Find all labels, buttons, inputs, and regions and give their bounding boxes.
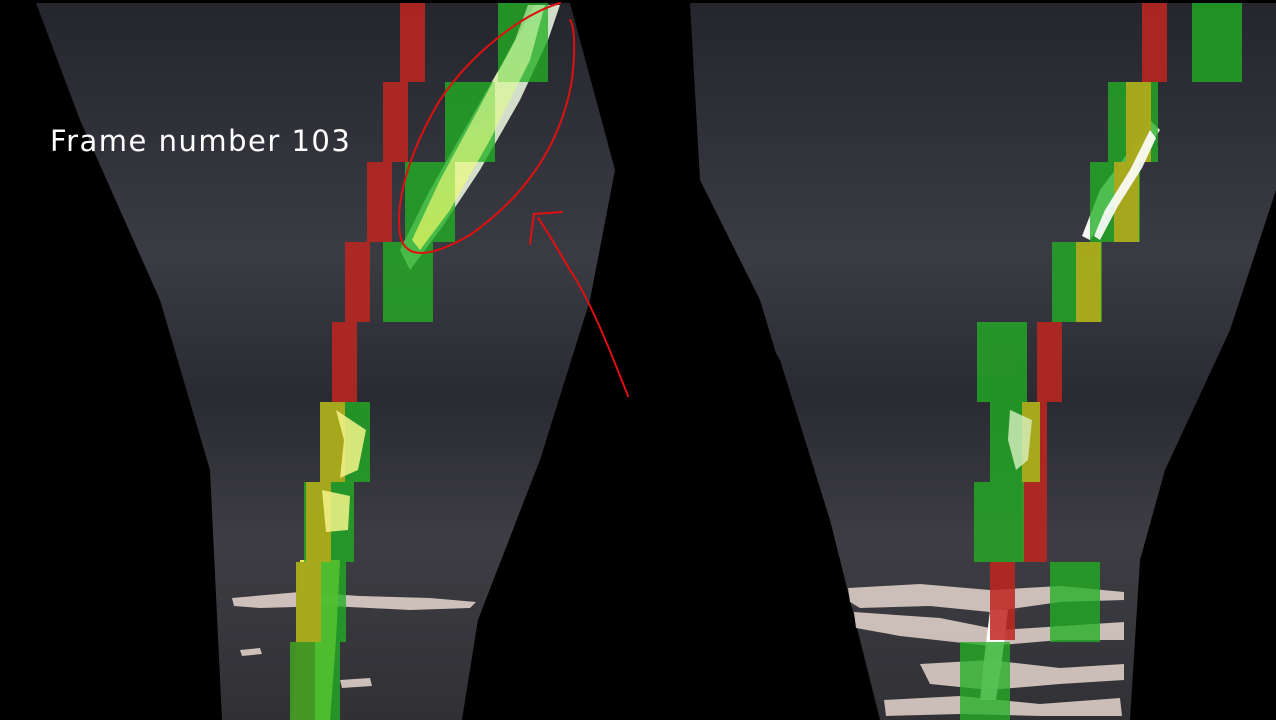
window-red	[367, 162, 392, 242]
annotation-arrow-shaft	[537, 217, 629, 397]
center-mask	[462, 175, 880, 720]
right-window-highlight	[1094, 130, 1156, 240]
window-overlap	[296, 562, 321, 642]
window-green	[977, 322, 1027, 402]
window-red	[1037, 322, 1062, 402]
frame-number-label: Frame number 103	[50, 124, 352, 158]
window-green	[383, 242, 433, 322]
left-window-highlight	[412, 5, 545, 250]
window-red	[332, 322, 357, 402]
window-green	[960, 642, 1010, 720]
annotation	[398, 2, 629, 397]
window-green	[1192, 3, 1242, 82]
window-red	[345, 242, 370, 322]
window-red	[383, 82, 408, 162]
annotation-arrow-head	[529, 211, 563, 245]
window-red	[1022, 482, 1047, 562]
right-lane-windows	[960, 3, 1242, 720]
window-overlap	[1076, 242, 1101, 322]
window-red	[990, 562, 1015, 640]
window-green	[290, 642, 340, 720]
right-window-highlight-mid	[1008, 410, 1032, 470]
left-window-highlight-lower	[322, 410, 366, 532]
glare-left	[232, 592, 476, 688]
annotation-circle	[398, 2, 576, 254]
window-red	[400, 3, 425, 82]
window-green	[974, 482, 1024, 562]
window-green	[1050, 562, 1100, 642]
window-red	[1142, 3, 1167, 82]
left-lane-windows	[290, 3, 548, 720]
